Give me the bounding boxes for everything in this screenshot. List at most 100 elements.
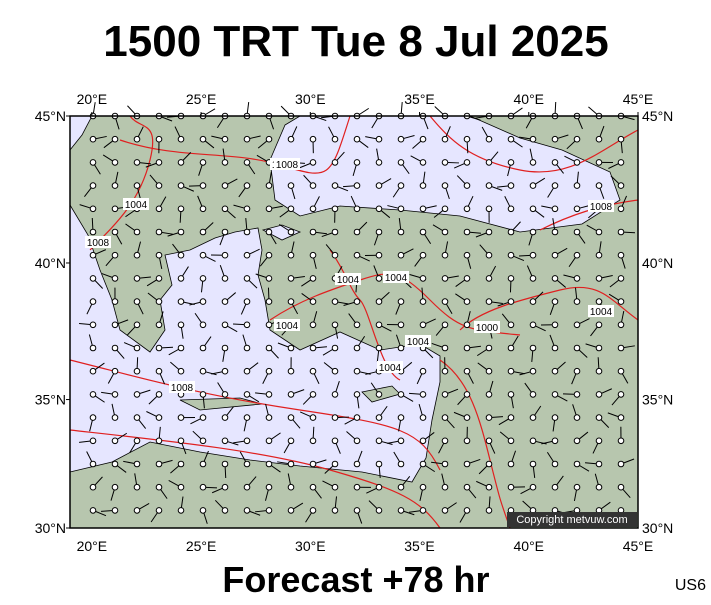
barb-station <box>442 206 448 212</box>
barb-station <box>200 229 206 235</box>
barb-station <box>442 229 448 235</box>
barb-station <box>574 252 580 258</box>
barb-station <box>266 438 272 444</box>
barb-station <box>486 461 492 467</box>
isobar-label: 1008 <box>171 383 194 394</box>
barb-station <box>266 322 272 328</box>
barb-station <box>200 136 206 142</box>
barb-station <box>332 484 338 490</box>
barb-station <box>618 276 624 282</box>
barb-station <box>354 299 360 305</box>
barb-station <box>574 368 580 374</box>
barb-station <box>244 229 250 235</box>
barb-station <box>200 206 206 212</box>
barb-station <box>552 438 558 444</box>
barb-station <box>266 461 272 467</box>
barb-station <box>574 160 580 166</box>
barb-station <box>596 484 602 490</box>
barb-station <box>552 206 558 212</box>
barb-station <box>288 461 294 467</box>
barb-station <box>596 368 602 374</box>
barb-station <box>574 392 580 398</box>
barb-station <box>376 206 382 212</box>
barb-station <box>376 461 382 467</box>
barb-station <box>398 415 404 421</box>
barb-station <box>530 206 536 212</box>
barb-station <box>222 508 228 514</box>
barb-station <box>464 322 470 328</box>
barb-station <box>398 438 404 444</box>
barb-station <box>90 368 96 374</box>
barb-station <box>332 206 338 212</box>
isobar-label: 1008 <box>87 238 110 249</box>
barb-station <box>618 461 624 467</box>
barb-station <box>310 438 316 444</box>
barb-station <box>134 345 140 351</box>
barb-station <box>244 160 250 166</box>
barb-station <box>552 229 558 235</box>
barb-station <box>552 160 558 166</box>
barb-station <box>464 183 470 189</box>
barb-station <box>222 438 228 444</box>
barb-station <box>178 322 184 328</box>
barb-station <box>508 368 514 374</box>
barb-station <box>574 206 580 212</box>
barb-station <box>112 345 118 351</box>
barb-station <box>618 322 624 328</box>
barb-station <box>376 252 382 258</box>
product-code: US6 <box>675 577 706 594</box>
barb-station <box>398 299 404 305</box>
barb-station <box>112 276 118 282</box>
barb-station <box>376 229 382 235</box>
barb-station <box>178 276 184 282</box>
barb-station <box>112 461 118 467</box>
lon-label: 45°E <box>623 538 654 554</box>
isobar-label: 1000 <box>476 323 499 334</box>
barb-station <box>134 136 140 142</box>
barb-station <box>508 484 514 490</box>
barb-station <box>178 252 184 258</box>
barb-station <box>420 299 426 305</box>
barb-station <box>596 438 602 444</box>
barb-station <box>354 136 360 142</box>
isobar-label: 1004 <box>276 321 299 332</box>
barb-station <box>310 229 316 235</box>
barb-station <box>288 508 294 514</box>
barb-station <box>618 438 624 444</box>
barb-station <box>376 276 382 282</box>
barb-station <box>112 368 118 374</box>
barb-station <box>156 322 162 328</box>
barb-station <box>442 415 448 421</box>
barb-station <box>552 252 558 258</box>
barb-station <box>134 392 140 398</box>
barb-station <box>222 160 228 166</box>
barb-station <box>508 229 514 235</box>
barb-station <box>574 136 580 142</box>
barb-station <box>112 136 118 142</box>
barb-station <box>222 322 228 328</box>
barb-station <box>178 345 184 351</box>
barb-station <box>398 183 404 189</box>
barb-station <box>398 461 404 467</box>
barb-station <box>310 206 316 212</box>
barb-station <box>178 160 184 166</box>
barb-station <box>442 438 448 444</box>
barb-station <box>90 299 96 305</box>
barb-station <box>420 183 426 189</box>
barb-station <box>486 136 492 142</box>
barb-station <box>200 415 206 421</box>
barb-station <box>596 136 602 142</box>
barb-station <box>442 299 448 305</box>
barb-station <box>134 299 140 305</box>
barb-station <box>464 252 470 258</box>
barb-station <box>266 415 272 421</box>
barb-station <box>354 484 360 490</box>
barb-station <box>156 508 162 514</box>
barb-station <box>178 206 184 212</box>
barb-station <box>574 461 580 467</box>
barb-station <box>530 229 536 235</box>
barb-station <box>112 160 118 166</box>
barb-station <box>178 438 184 444</box>
barb-station <box>288 345 294 351</box>
barb-station <box>442 160 448 166</box>
